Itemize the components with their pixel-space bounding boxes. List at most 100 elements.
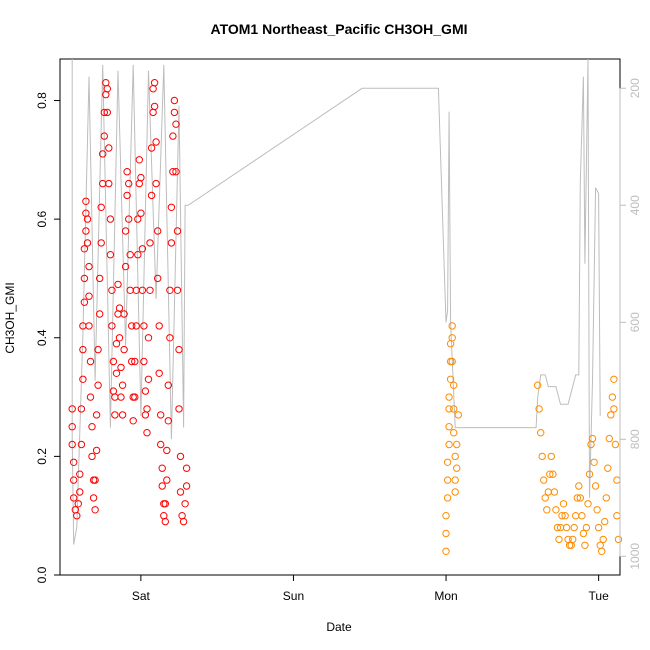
data-point bbox=[446, 340, 455, 348]
data-point bbox=[89, 476, 98, 484]
data-point bbox=[128, 322, 136, 330]
data-point bbox=[537, 429, 545, 437]
data-point bbox=[100, 132, 109, 140]
data-point bbox=[448, 357, 456, 366]
data-point bbox=[445, 423, 453, 431]
data-point bbox=[97, 239, 105, 247]
data-point bbox=[608, 393, 617, 401]
data-point bbox=[175, 345, 183, 354]
data-point bbox=[172, 120, 180, 128]
data-point bbox=[610, 405, 618, 413]
data-point bbox=[141, 411, 150, 419]
data-point bbox=[123, 168, 131, 176]
data-point bbox=[146, 239, 154, 247]
data-point bbox=[161, 517, 170, 526]
x-tick-label: Mon bbox=[434, 589, 457, 603]
data-point bbox=[123, 191, 131, 200]
data-point bbox=[89, 494, 98, 502]
x-axis-label: Date bbox=[326, 620, 352, 634]
data-point bbox=[166, 334, 174, 342]
data-point bbox=[157, 440, 165, 449]
data-point bbox=[613, 512, 621, 520]
data-point bbox=[578, 512, 586, 520]
data-point bbox=[173, 286, 182, 294]
data-point bbox=[143, 405, 151, 413]
data-point bbox=[77, 405, 86, 413]
data-point bbox=[154, 227, 162, 235]
y-tick-label: 0.6 bbox=[35, 210, 49, 227]
data-point bbox=[158, 482, 166, 490]
data-point bbox=[131, 393, 139, 401]
data-point bbox=[161, 500, 170, 508]
data-point bbox=[450, 405, 458, 413]
data-point bbox=[593, 506, 601, 514]
data-point bbox=[100, 108, 109, 117]
data-point bbox=[126, 251, 134, 259]
data-point bbox=[83, 239, 92, 247]
data-point bbox=[163, 446, 171, 455]
pressure-line bbox=[71, 58, 601, 545]
data-point bbox=[445, 405, 453, 413]
data-point bbox=[86, 393, 95, 401]
y2-tick-label: 600 bbox=[628, 312, 642, 332]
data-point bbox=[561, 512, 569, 520]
data-point bbox=[96, 310, 104, 318]
axes-layer: 0.0 0.2 0.4 0.6 0.8 Sat Sun Mon Tue 200 400 600 800 1… bbox=[35, 78, 642, 603]
data-point bbox=[108, 322, 116, 330]
data-point bbox=[92, 446, 101, 455]
data-point bbox=[120, 310, 128, 318]
data-point bbox=[83, 215, 92, 223]
data-point bbox=[115, 304, 124, 312]
data-point bbox=[167, 239, 176, 247]
data-point bbox=[451, 452, 459, 461]
data-point bbox=[448, 322, 456, 330]
data-point bbox=[108, 286, 116, 294]
y-tick-label: 0.8 bbox=[35, 92, 49, 109]
x-tick-label: Sun bbox=[283, 589, 304, 603]
data-point bbox=[442, 547, 450, 555]
data-point bbox=[540, 476, 548, 484]
data-point bbox=[106, 251, 115, 259]
data-point bbox=[118, 411, 127, 419]
data-point bbox=[79, 345, 87, 354]
data-point bbox=[80, 245, 89, 253]
data-point bbox=[150, 79, 159, 87]
data-point bbox=[146, 286, 154, 294]
data-point bbox=[547, 452, 555, 461]
data-point bbox=[141, 387, 150, 395]
data-point bbox=[140, 357, 148, 366]
data-point bbox=[121, 262, 130, 271]
data-point bbox=[604, 464, 612, 472]
data-point bbox=[138, 245, 147, 253]
data-point bbox=[105, 179, 113, 188]
data-point bbox=[140, 322, 148, 330]
data-point bbox=[132, 322, 141, 330]
data-point bbox=[584, 500, 592, 508]
data-point bbox=[451, 488, 459, 496]
data-point bbox=[163, 476, 171, 484]
data-point bbox=[182, 464, 191, 472]
data-point bbox=[170, 108, 179, 117]
data-point bbox=[118, 381, 127, 389]
data-point bbox=[114, 280, 122, 289]
data-point bbox=[544, 488, 552, 496]
chart-title: ATOM1 Northeast_Pacific CH3OH_GMI bbox=[211, 21, 468, 37]
data-point bbox=[605, 434, 613, 443]
data-point bbox=[80, 274, 89, 283]
data-point bbox=[181, 500, 189, 508]
data-point bbox=[76, 488, 84, 496]
data-point bbox=[558, 512, 566, 520]
y2-tick-label: 1000 bbox=[628, 543, 642, 570]
data-point bbox=[68, 405, 76, 413]
y-tick-label: 0.0 bbox=[35, 566, 49, 583]
data-point bbox=[152, 138, 160, 146]
data-point bbox=[152, 179, 160, 188]
data-point bbox=[96, 274, 104, 283]
data-point bbox=[170, 96, 179, 105]
data-point bbox=[131, 357, 139, 366]
data-point bbox=[599, 535, 607, 544]
data-point bbox=[590, 458, 598, 466]
data-point bbox=[115, 334, 124, 342]
data-point bbox=[166, 286, 174, 294]
